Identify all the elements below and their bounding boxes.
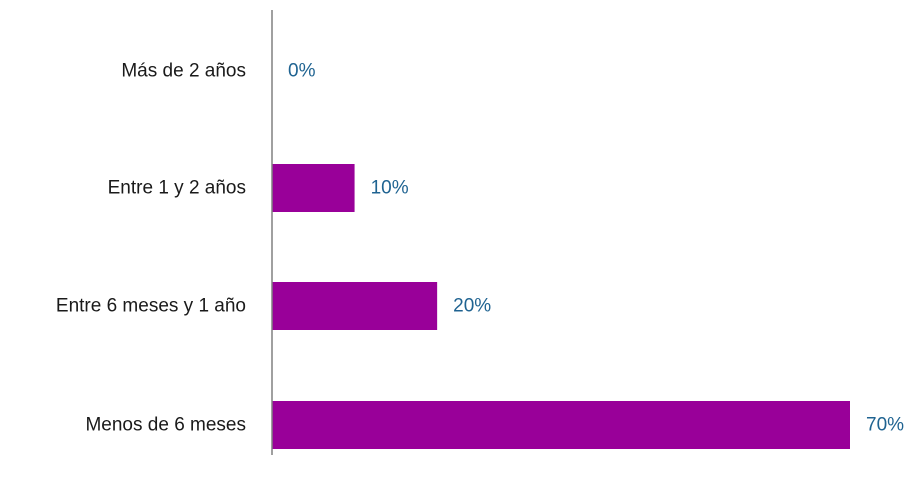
category-label-1: Entre 1 y 2 años bbox=[108, 178, 246, 199]
data-label-2: 20% bbox=[453, 296, 491, 317]
bar-3 bbox=[272, 401, 850, 449]
labels-layer: Más de 2 años 0% Entre 1 y 2 años 10% Entre … bbox=[56, 61, 904, 436]
bar-2 bbox=[272, 282, 438, 330]
data-label-0: 0% bbox=[288, 61, 316, 82]
data-label-1: 10% bbox=[371, 178, 409, 199]
data-label-3: 70% bbox=[866, 415, 904, 436]
category-label-3: Menos de 6 meses bbox=[85, 415, 246, 436]
category-label-0: Más de 2 años bbox=[121, 61, 246, 82]
category-label-2: Entre 6 meses y 1 año bbox=[56, 296, 246, 317]
bar-1 bbox=[272, 164, 355, 212]
bars-layer bbox=[272, 164, 850, 449]
